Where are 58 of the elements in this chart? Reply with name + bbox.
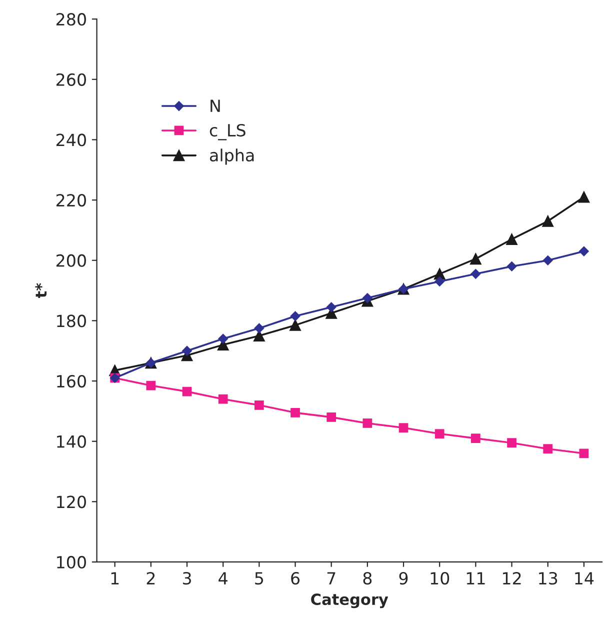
y-tick-label: 260: [56, 73, 86, 86]
x-tick-label: 11: [466, 572, 485, 584]
point: [470, 434, 480, 443]
y-tick-label: 200: [56, 254, 86, 267]
y-tick-label: 100: [57, 556, 86, 569]
x-tick-label: 1: [111, 572, 119, 584]
y-tick-label: 240: [56, 134, 86, 146]
point: [218, 334, 228, 344]
point: [542, 215, 554, 227]
point: [362, 418, 372, 428]
point: [182, 346, 192, 356]
point: [218, 394, 228, 404]
point: [506, 261, 517, 272]
x-tick-label: 5: [255, 572, 264, 585]
point: [470, 268, 481, 279]
point: [434, 429, 444, 438]
point: [290, 311, 300, 322]
point: [362, 293, 372, 303]
point: [326, 302, 336, 312]
point: [290, 319, 301, 331]
point: [543, 444, 553, 454]
point: [506, 234, 518, 245]
x-tick-label: 3: [182, 572, 191, 585]
legend-label: alpha: [210, 148, 254, 165]
point: [542, 255, 553, 266]
y-tick-label: 220: [56, 194, 86, 207]
point: [434, 276, 445, 286]
x-tick-label: 4: [218, 572, 228, 584]
point: [579, 448, 589, 458]
point: [507, 438, 516, 448]
point: [146, 380, 156, 390]
y-tick-label: 120: [57, 496, 86, 508]
x-tick-label: 8: [363, 572, 372, 585]
point: [578, 246, 589, 256]
y-tick-label: 280: [56, 13, 86, 26]
legend-label: c_LS: [210, 124, 246, 140]
x-tick-label: 13: [539, 572, 558, 585]
x-tick-label: 9: [399, 572, 408, 585]
point: [578, 191, 590, 203]
x-tick-label: 10: [430, 572, 450, 585]
y-tick-label: 160: [57, 374, 86, 388]
point: [254, 400, 264, 410]
x-tick-label: 14: [575, 572, 594, 584]
point: [290, 408, 300, 418]
point: [470, 253, 482, 265]
x-tick-label: 6: [291, 572, 300, 585]
legend-label: N: [210, 100, 220, 112]
x-axis-title: Category: [311, 594, 388, 608]
y-tick-label: 180: [57, 314, 86, 328]
point: [254, 323, 264, 334]
x-tick-label: 12: [502, 572, 521, 584]
x-tick-label: 2: [146, 572, 155, 584]
point: [398, 423, 408, 432]
point: [326, 412, 336, 422]
x-tick-label: 7: [327, 572, 336, 584]
y-tick-label: 140: [57, 435, 86, 448]
y-axis-title: t*: [35, 283, 47, 298]
point: [182, 386, 192, 396]
